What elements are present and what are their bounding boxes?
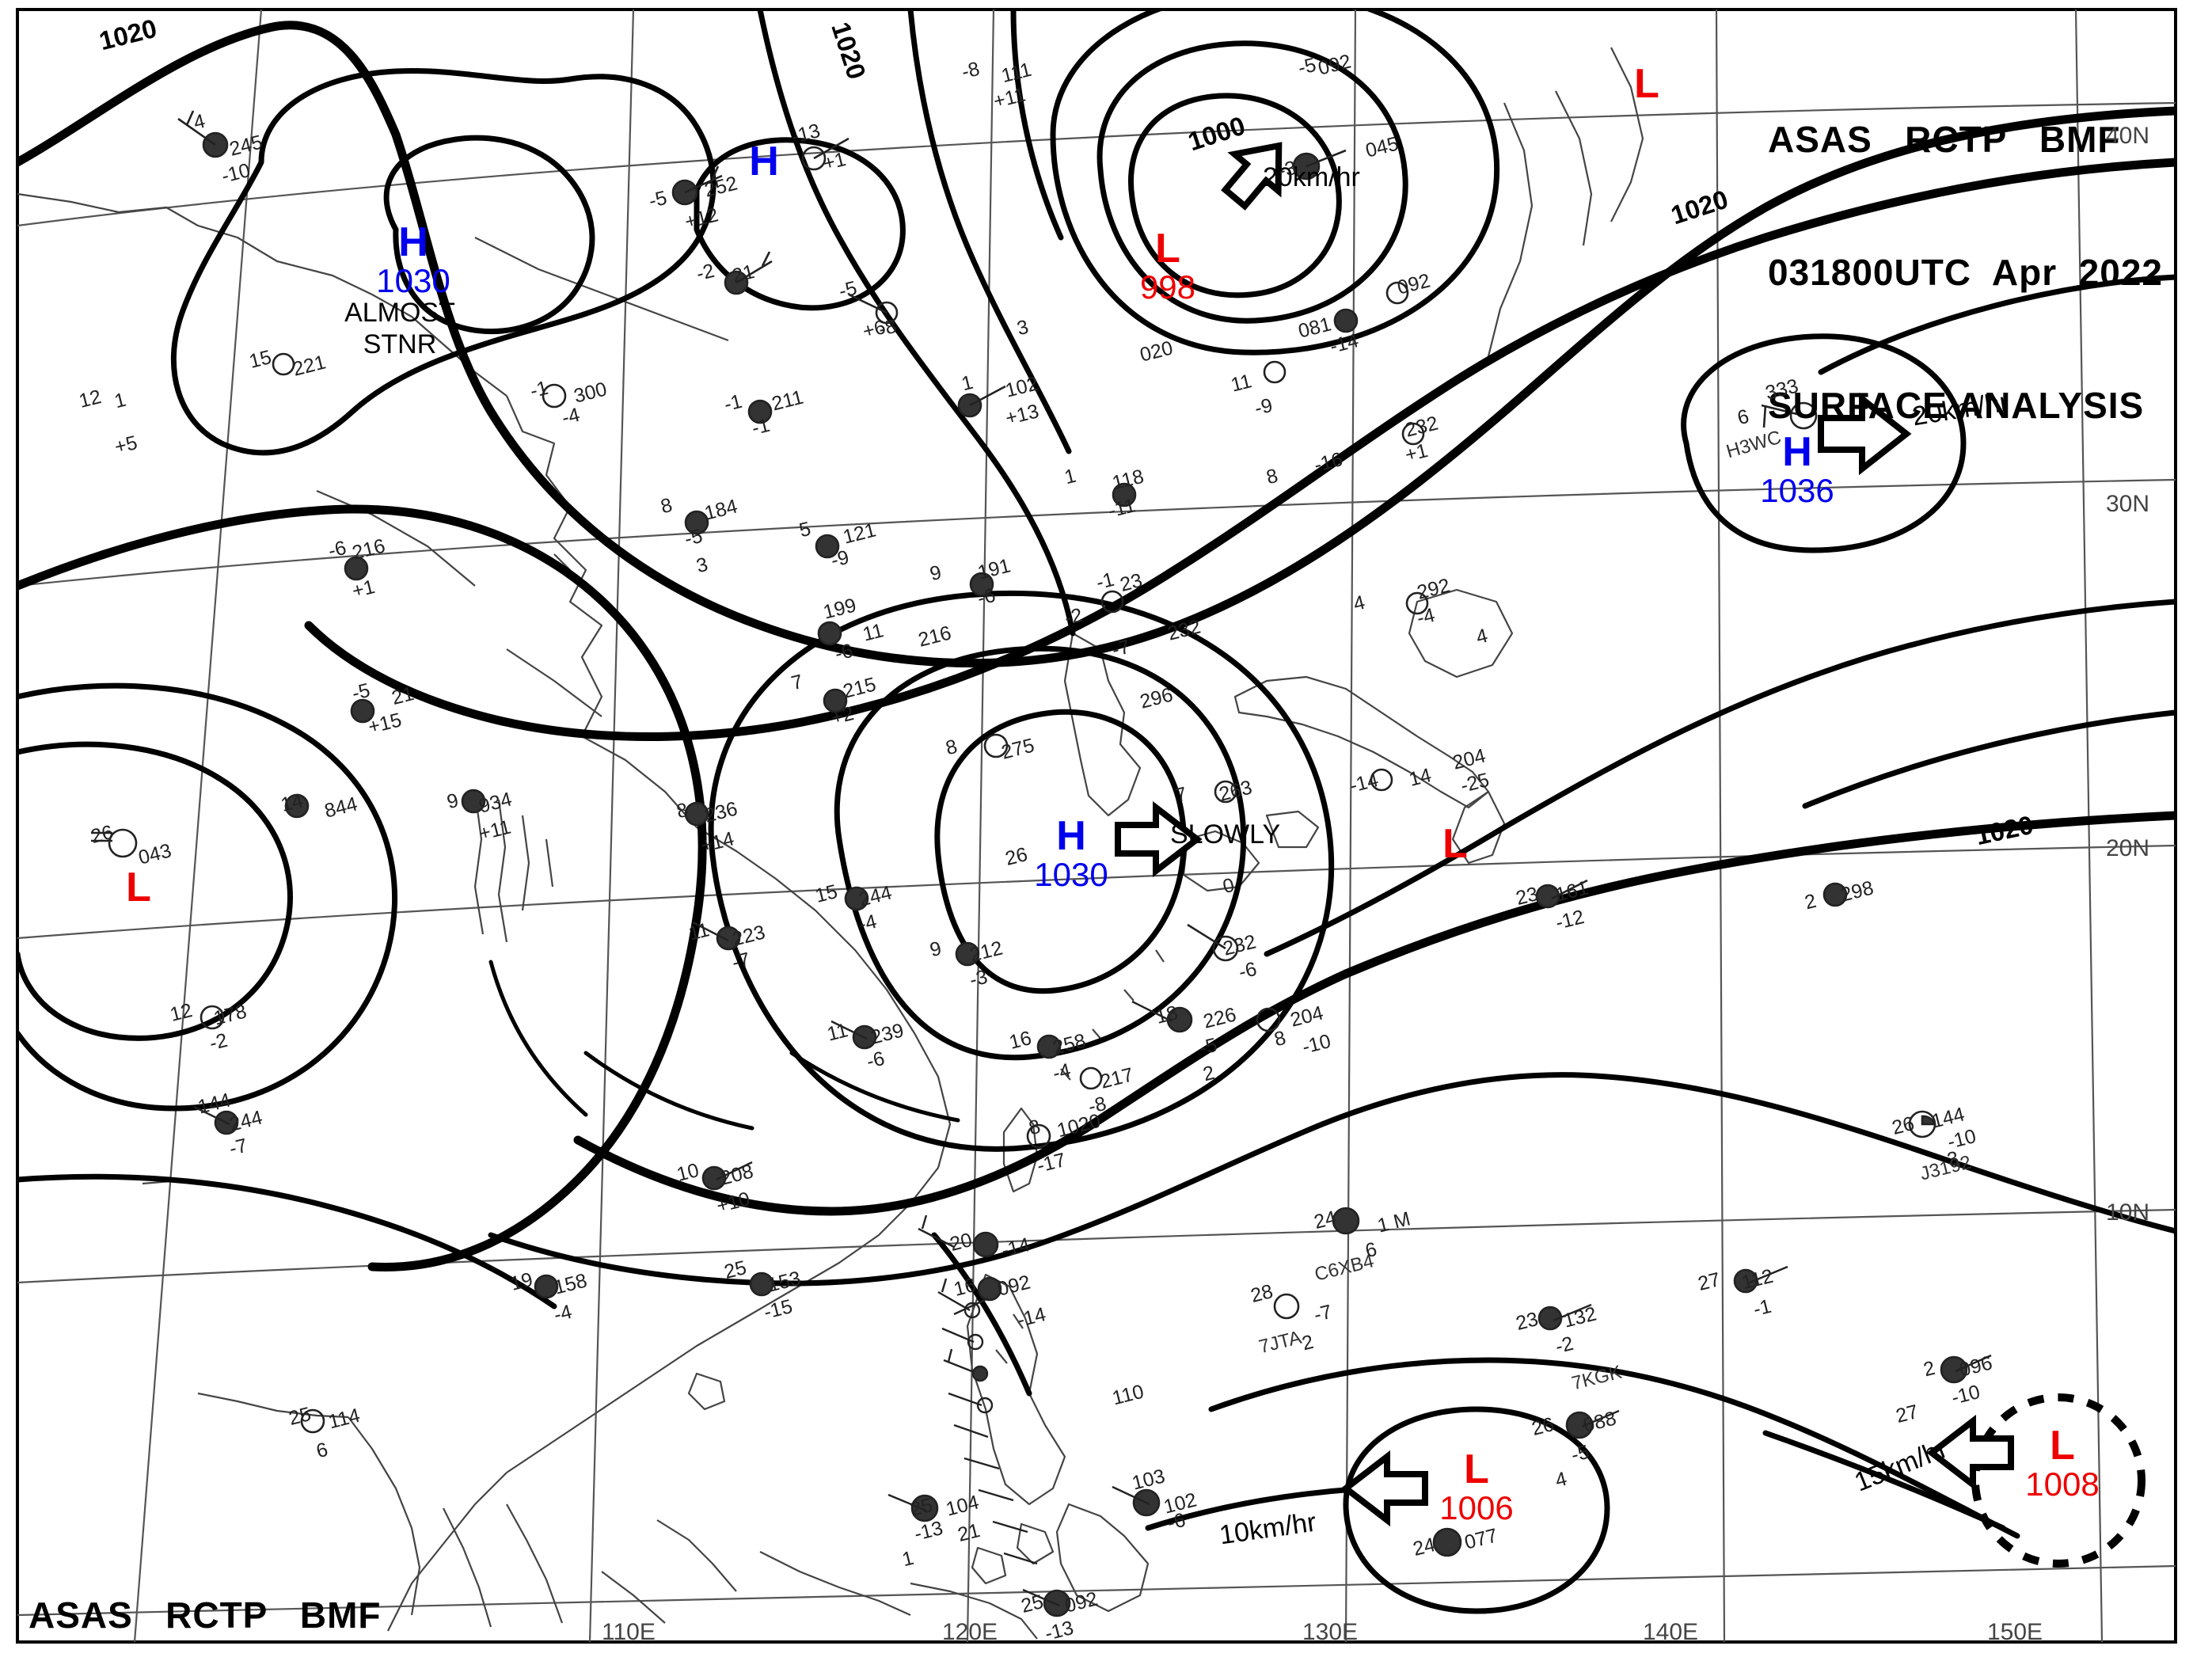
low-center-unlabeled-central: L — [1416, 823, 1495, 865]
lon-label-140e: 140E — [1643, 1619, 1699, 1645]
high-letter: H — [398, 219, 428, 265]
lat-label-10n: 10N — [2106, 1199, 2150, 1226]
coastlines — [17, 47, 1644, 1640]
low-center-998: L 998 — [1120, 228, 1215, 304]
title-top-line2: 031800UTC Apr 2022 — [1767, 252, 2163, 293]
low-letter: L — [1442, 821, 1468, 867]
station-symbols — [91, 110, 1992, 1617]
high-center-unlabeled-north: H — [720, 141, 808, 182]
lat-label-30n: 30N — [2106, 491, 2150, 517]
title-bottom-line1: ASAS RCTP BMF — [29, 1594, 382, 1636]
title-top-line1: ASAS RCTP BMF — [1767, 119, 2121, 160]
low-letter: L — [126, 865, 151, 910]
title-block-top: ASAS RCTP BMF 031800UTC Apr 2022 SURFACE… — [1768, 29, 2163, 516]
lat-label-40n: 40N — [2106, 123, 2150, 149]
movement-arrows — [1115, 142, 2014, 1527]
high-1030-nw-motion-label: ALMOST STNR — [344, 298, 455, 359]
lon-label-120e: 120E — [942, 1619, 998, 1645]
map-frame — [16, 8, 2177, 1644]
lon-label-110e: 110E — [602, 1619, 656, 1645]
arrow-high-1036 — [1818, 392, 1912, 476]
high-center-1030-central: H 1030 — [1020, 815, 1123, 891]
low-center-1006: L 1006 — [1425, 1449, 1528, 1525]
low-letter: L — [1634, 61, 1659, 107]
high-center-1036: H 1036 — [1746, 431, 1849, 507]
arrow-low-1006 — [1340, 1450, 1428, 1527]
high-letter: H — [1056, 813, 1086, 859]
meridian-lines — [133, 10, 2104, 1642]
low-letter: L — [1464, 1446, 1489, 1492]
high-letter: H — [749, 139, 779, 184]
high-1030-central-motion-label: SLOWLY — [1170, 819, 1281, 850]
arrow-high-1030-central — [1115, 800, 1203, 878]
title-block-bottom: ASAS RCTP BMF 031800UTC Apr 2022 SURFACE… — [29, 1504, 424, 1680]
lon-label-130e: 130E — [1302, 1619, 1359, 1645]
low-center-unlabeled-west: L — [99, 867, 178, 908]
arrow-low-998 — [1221, 142, 1283, 211]
low-letter: L — [2050, 1423, 2075, 1469]
high-center-1030-nw: H 1030 — [366, 222, 461, 298]
philippines-station-cluster — [937, 1278, 1038, 1565]
low-value: 998 — [1139, 268, 1196, 306]
low-value: 1008 — [2025, 1465, 2100, 1503]
low-center-1008: L 1008 — [2011, 1425, 2114, 1501]
arrow-low-1008 — [1926, 1414, 2014, 1492]
high-value: 1036 — [1760, 472, 1834, 509]
tropical-disturbance-circle — [1971, 1393, 2145, 1568]
isobars — [17, 10, 2176, 1614]
high-value: 1030 — [1034, 856, 1108, 893]
low-value: 1006 — [1439, 1489, 1514, 1526]
title-top-line3: SURFACE ANALYSIS — [1767, 385, 2145, 426]
low-center-unlabeled-northeast: L — [1607, 63, 1686, 105]
high-value: 1030 — [376, 262, 450, 299]
lat-label-20n: 20N — [2106, 835, 2150, 861]
lon-label-150e: 150E — [1987, 1619, 2043, 1645]
low-998-speed-label: 20km/hr — [1263, 162, 1360, 192]
low-letter: L — [1155, 226, 1180, 272]
high-letter: H — [1782, 429, 1812, 475]
